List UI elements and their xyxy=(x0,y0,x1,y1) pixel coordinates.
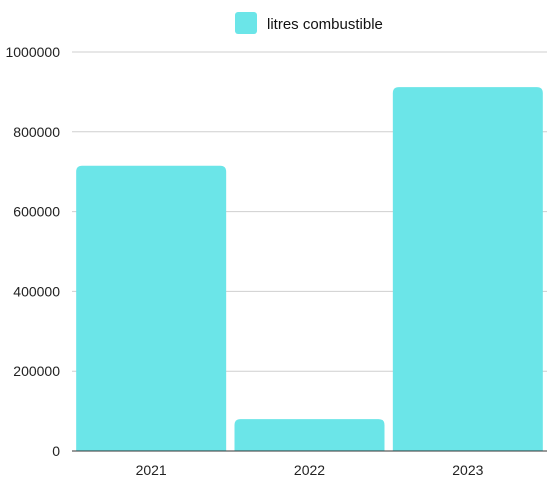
x-tick-label: 2022 xyxy=(294,462,325,478)
y-tick-label: 1000000 xyxy=(5,44,60,60)
y-tick-label: 800000 xyxy=(13,124,60,140)
bars xyxy=(76,87,543,451)
bar-2023 xyxy=(392,87,543,451)
y-tick-label: 400000 xyxy=(13,283,60,299)
bar-2021 xyxy=(76,165,227,451)
y-tick-label: 200000 xyxy=(13,363,60,379)
x-tick-label: 2021 xyxy=(136,462,167,478)
legend-label: litres combustible xyxy=(267,16,383,33)
axes: 0 200000 400000 600000 800000 1000000 2021 2022… xyxy=(5,44,547,478)
legend-swatch xyxy=(235,12,257,34)
bar-2022 xyxy=(234,419,385,451)
x-tick-label: 2023 xyxy=(452,462,483,478)
y-tick-label: 0 xyxy=(52,443,60,459)
legend: litres combustible xyxy=(235,12,383,34)
y-tick-label: 600000 xyxy=(13,204,60,220)
